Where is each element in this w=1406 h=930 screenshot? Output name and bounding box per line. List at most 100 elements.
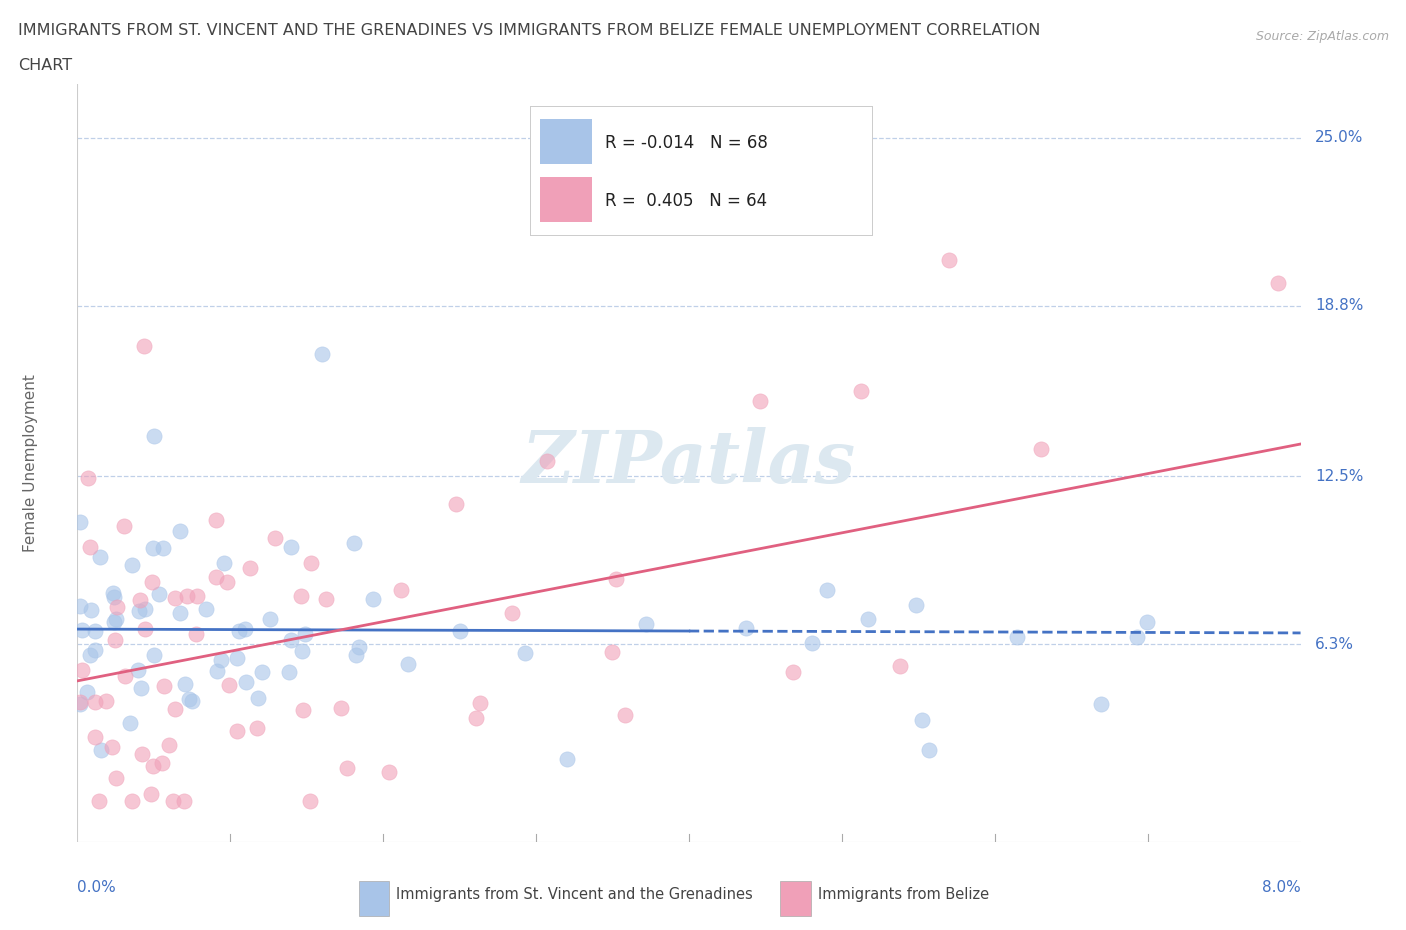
Point [79, 539, 101, 554]
Point [94, 694, 117, 709]
Point [782, 665, 804, 680]
Point [77, 471, 100, 485]
Point [165, 591, 187, 605]
Point [105, 599, 128, 614]
Point [142, 759, 165, 774]
Point [1090, 697, 1112, 711]
Point [70, 623, 93, 638]
Point [204, 512, 226, 527]
Point [311, 347, 333, 362]
Point [103, 590, 125, 604]
Point [378, 764, 401, 779]
Point [292, 703, 315, 718]
Point [889, 658, 911, 673]
Point [858, 612, 880, 627]
Point [449, 623, 471, 638]
Point [169, 524, 191, 538]
Point [290, 589, 312, 604]
Point [142, 540, 165, 555]
Point [84, 643, 107, 658]
Point [70, 663, 93, 678]
Point [389, 583, 412, 598]
Point [218, 678, 240, 693]
Text: Immigrants from Belize: Immigrants from Belize [818, 887, 990, 902]
Point [104, 632, 127, 647]
Point [184, 626, 207, 641]
Point [114, 669, 136, 684]
Point [209, 652, 232, 667]
Point [246, 691, 269, 706]
Point [120, 715, 142, 730]
Point [132, 339, 155, 353]
Text: 6.3%: 6.3% [1315, 636, 1354, 652]
Point [330, 700, 353, 715]
Point [134, 602, 156, 617]
Point [801, 636, 824, 651]
Point [515, 645, 537, 660]
Point [84, 623, 107, 638]
Point [938, 252, 960, 267]
Point [69, 514, 91, 529]
Point [634, 616, 657, 631]
Text: 12.5%: 12.5% [1315, 469, 1364, 484]
Point [152, 540, 174, 555]
Point [277, 664, 299, 679]
Point [134, 621, 156, 636]
Point [163, 701, 186, 716]
Point [1029, 442, 1052, 457]
Text: R = -0.014   N = 68: R = -0.014 N = 68 [605, 134, 768, 152]
FancyBboxPatch shape [540, 178, 592, 222]
Point [90, 743, 112, 758]
Text: 18.8%: 18.8% [1315, 299, 1364, 313]
Point [101, 739, 124, 754]
Point [233, 621, 256, 636]
Point [127, 663, 149, 678]
Point [69, 697, 91, 711]
Point [344, 647, 367, 662]
Point [212, 556, 235, 571]
Text: 25.0%: 25.0% [1315, 130, 1364, 145]
Point [173, 676, 195, 691]
Point [361, 591, 384, 606]
Point [259, 612, 281, 627]
Point [918, 742, 941, 757]
Point [179, 692, 201, 707]
Point [131, 747, 153, 762]
Point [748, 393, 770, 408]
Text: 8.0%: 8.0% [1261, 880, 1301, 895]
Text: R =  0.405   N = 64: R = 0.405 N = 64 [605, 192, 768, 209]
Point [80, 603, 103, 618]
Point [148, 587, 170, 602]
Point [299, 556, 322, 571]
Point [143, 647, 166, 662]
Point [139, 787, 162, 802]
Point [1267, 275, 1289, 290]
Point [246, 721, 269, 736]
Point [849, 383, 872, 398]
Point [84, 729, 107, 744]
Point [142, 428, 165, 443]
Point [280, 539, 302, 554]
Point [217, 575, 239, 590]
Point [205, 664, 228, 679]
Point [205, 569, 228, 584]
Point [129, 592, 152, 607]
Point [336, 761, 359, 776]
Point [1136, 615, 1159, 630]
Point [1005, 630, 1028, 644]
Text: Source: ZipAtlas.com: Source: ZipAtlas.com [1256, 30, 1389, 43]
Point [162, 793, 184, 808]
Text: ZIPatlas: ZIPatlas [522, 427, 856, 498]
Point [79, 647, 101, 662]
Point [150, 755, 173, 770]
Point [69, 695, 91, 710]
Text: IMMIGRANTS FROM ST. VINCENT AND THE GRENADINES VS IMMIGRANTS FROM BELIZE FEMALE : IMMIGRANTS FROM ST. VINCENT AND THE GREN… [18, 23, 1040, 38]
Point [112, 519, 135, 534]
FancyBboxPatch shape [540, 119, 592, 165]
Text: CHART: CHART [18, 58, 72, 73]
Point [444, 497, 467, 512]
Point [347, 640, 370, 655]
Point [141, 575, 163, 590]
Point [735, 620, 758, 635]
Point [911, 712, 934, 727]
